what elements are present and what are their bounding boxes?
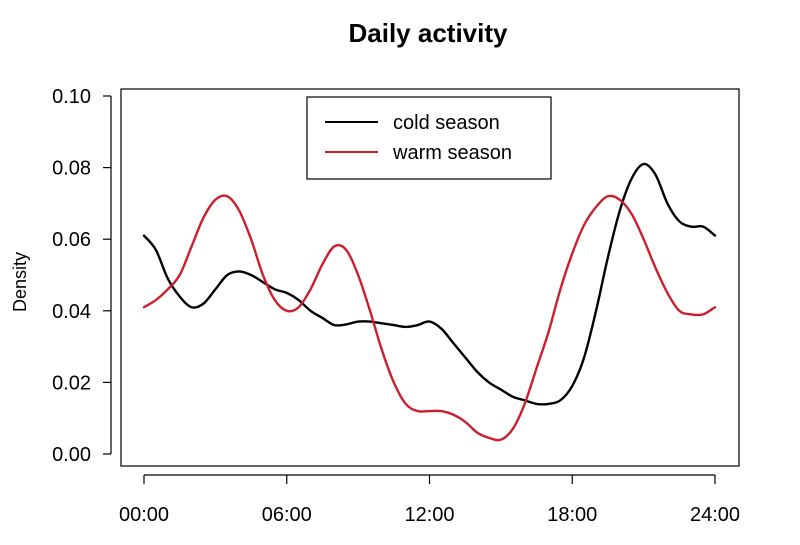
x-tick-label: 18:00 — [547, 504, 597, 526]
legend: cold season warm season — [306, 96, 552, 180]
plot-frame — [120, 88, 740, 467]
y-axis-label: Density — [10, 252, 30, 312]
y-tick-label: 0.06 — [52, 229, 91, 251]
x-tick-label: 06:00 — [262, 504, 312, 526]
legend-label-cold-season: cold season — [393, 112, 500, 134]
x-tick-label: 00:00 — [119, 504, 169, 526]
y-tick-label: 0.10 — [52, 86, 91, 108]
legend-box — [306, 96, 552, 180]
series-layer — [142, 162, 717, 442]
series-line-cold-season — [142, 162, 717, 406]
y-tick-label: 0.00 — [52, 444, 91, 466]
y-tick-label: 0.08 — [52, 158, 91, 180]
chart-title: Daily activity — [349, 18, 509, 48]
x-tick-label: 24:00 — [690, 504, 740, 526]
x-tick-label: 12:00 — [404, 504, 454, 526]
series-line-warm-season — [142, 194, 717, 442]
x-axis: 00:00 06:00 12:00 18:00 24:00 — [119, 474, 740, 526]
legend-label-warm-season: warm season — [392, 142, 512, 164]
y-axis: 0.00 0.02 0.04 0.06 0.08 0.10 — [52, 86, 112, 466]
y-tick-label: 0.04 — [52, 301, 91, 323]
y-tick-label: 0.02 — [52, 372, 91, 394]
